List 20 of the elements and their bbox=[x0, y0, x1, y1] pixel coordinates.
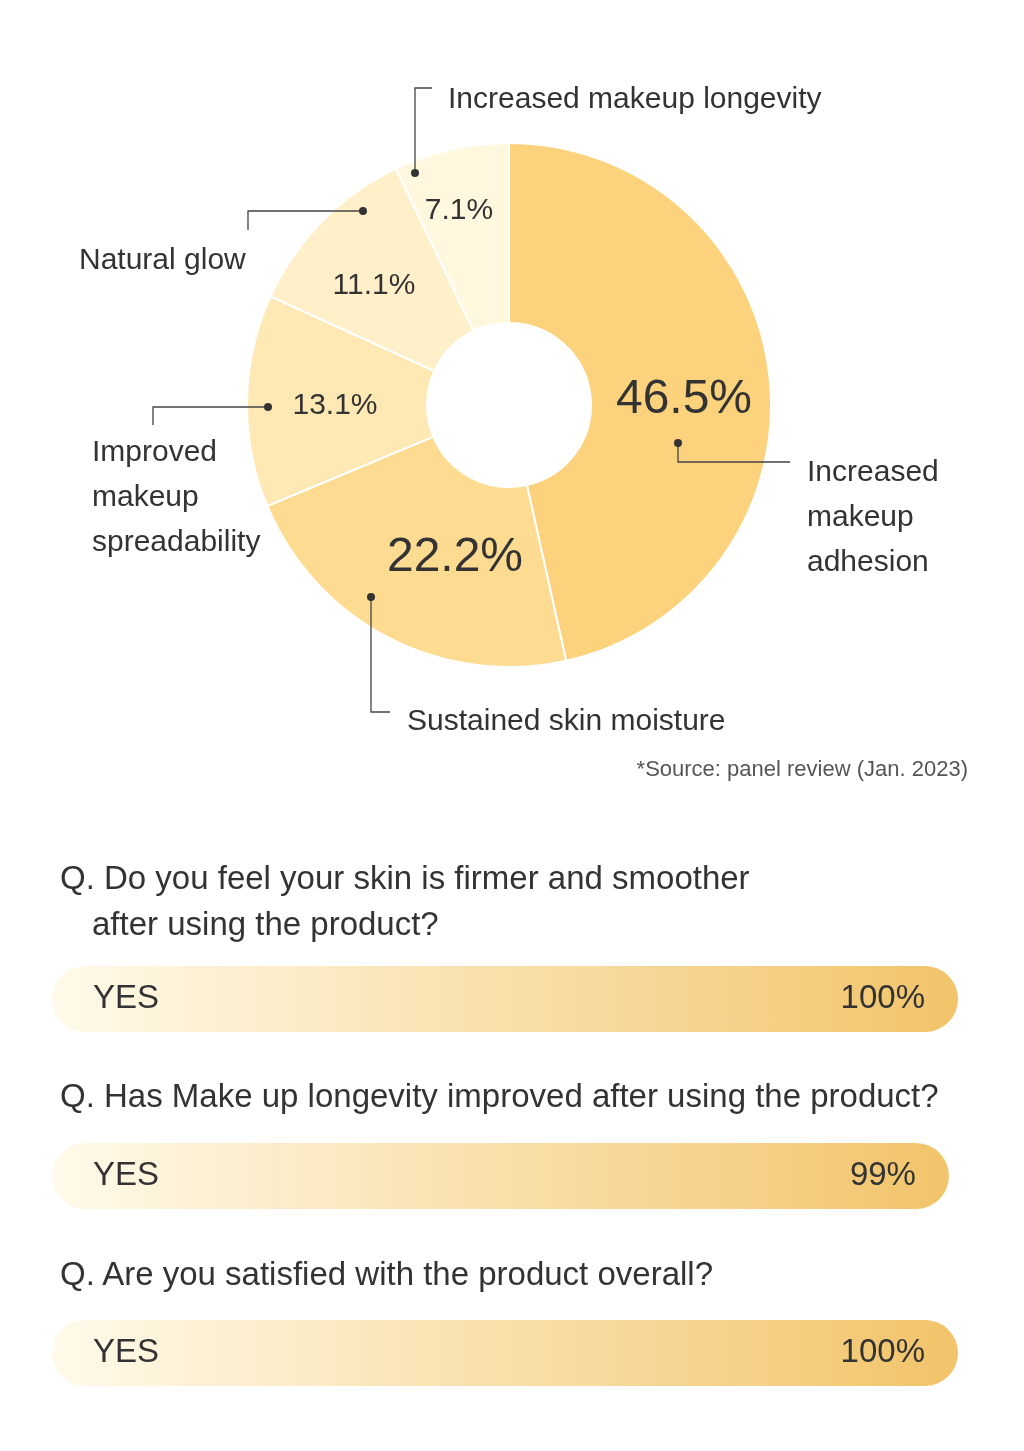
annotation: YES bbox=[93, 977, 160, 1015]
slice-label: Improved makeup spreadability bbox=[92, 433, 261, 557]
slice-label: Increased makeup longevity bbox=[448, 80, 822, 114]
y-tick-label: Q. Has Make up longevity improved after using the product? bbox=[60, 1076, 939, 1114]
annotation: YES bbox=[93, 1154, 160, 1192]
y-tick-label: Q. Do you feel your skin is firmer and smoother after using the product? bbox=[60, 858, 750, 942]
data-label: 7.1% bbox=[424, 191, 494, 225]
data-label: 22.2% bbox=[386, 527, 524, 581]
slice-label: Increased makeup adhesion bbox=[807, 453, 939, 577]
slice-label: Natural glow bbox=[79, 241, 247, 275]
data-label: 11.1% bbox=[332, 266, 416, 300]
data-label: 100% bbox=[840, 1331, 925, 1369]
data-label: 46.5% bbox=[615, 369, 753, 423]
data-label: 13.1% bbox=[292, 386, 378, 420]
text: *Source: panel review (Jan. 2023) bbox=[636, 755, 968, 781]
y-tick-label: Q. Are you satisfied with the product overall? bbox=[60, 1254, 714, 1292]
annotation: YES bbox=[93, 1331, 160, 1369]
data-label: 99% bbox=[849, 1154, 916, 1192]
data-label: 100% bbox=[840, 977, 925, 1015]
slice-label: Sustained skin moisture bbox=[407, 702, 726, 736]
